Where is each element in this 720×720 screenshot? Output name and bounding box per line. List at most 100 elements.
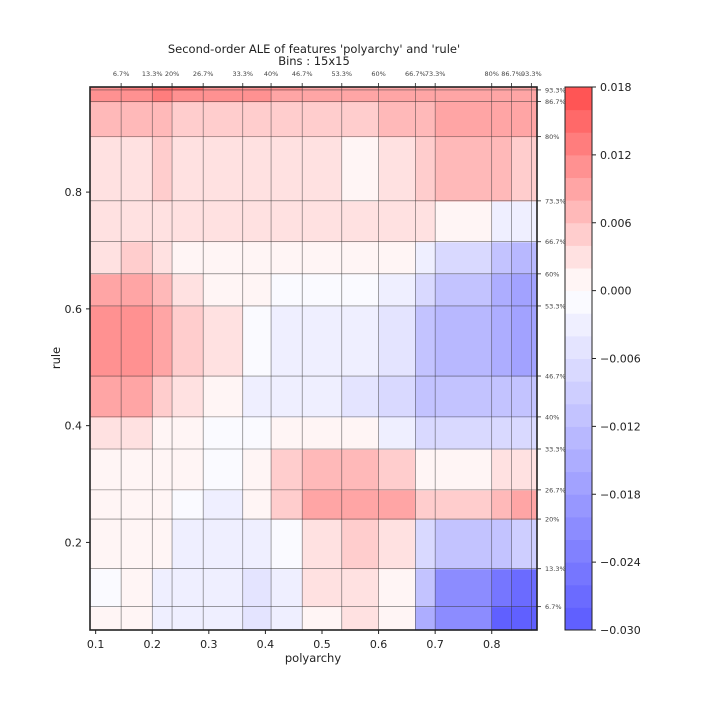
- heatmap-cell: [415, 241, 436, 275]
- heatmap-cell: [415, 87, 436, 91]
- heatmap-cell: [435, 416, 493, 450]
- heatmap-cell: [491, 87, 513, 91]
- colorbar-level: [565, 562, 592, 586]
- heatmap-cell: [435, 87, 493, 91]
- heatmap-cell: [152, 200, 173, 243]
- heatmap-cell: [203, 136, 244, 202]
- colorbar-level: [565, 607, 592, 631]
- x-tick-label: 0.7: [426, 638, 444, 651]
- colorbar-level: [565, 335, 592, 359]
- heatmap-cell: [203, 416, 244, 450]
- x-quantile-label: 26.7%: [193, 70, 214, 78]
- heatmap-cell: [415, 305, 436, 377]
- heatmap-cell: [341, 568, 380, 608]
- heatmap-cell: [271, 376, 303, 418]
- heatmap-cell: [511, 89, 532, 103]
- x-quantile-axis: 6.7% 13.3% 20% 26.7% 33.3% 40% 46.7% 53.3% 60% 66…: [113, 70, 542, 87]
- heatmap-cell: [511, 416, 532, 450]
- heatmap-cell: [531, 241, 538, 275]
- x-quantile-label: 46.7%: [292, 70, 313, 78]
- heatmap-cell: [415, 606, 436, 631]
- colorbar-level: [565, 222, 592, 246]
- y-tick-label: 0.2: [65, 536, 83, 549]
- y-quantile-label: 93.3%: [545, 86, 566, 94]
- heatmap-cell: [271, 101, 303, 138]
- y-axis-label: rule: [49, 347, 63, 369]
- heatmap-cell: [90, 519, 122, 570]
- heatmap-cell: [271, 489, 303, 520]
- heatmap-cell: [203, 449, 244, 491]
- colorbar-level: [565, 177, 592, 201]
- heatmap-cell: [172, 568, 204, 608]
- heatmap-cell: [531, 489, 538, 520]
- x-tick-label: 0.1: [87, 638, 105, 651]
- y-axis: 0.2 0.4 0.6 0.8: [65, 186, 90, 549]
- heatmap-cell: [341, 200, 380, 243]
- heatmap-cell: [271, 416, 303, 450]
- y-quantile-label: 60%: [545, 270, 559, 278]
- heatmap-cell: [302, 87, 343, 91]
- heatmap-cell: [203, 200, 244, 243]
- heatmap-cell: [491, 241, 513, 275]
- x-quantile-label: 86.7%: [501, 70, 522, 78]
- heatmap-cell: [271, 89, 303, 103]
- heatmap-cell: [90, 489, 122, 520]
- x-quantile-label: 80%: [485, 70, 499, 78]
- heatmap-cell: [302, 489, 343, 520]
- y-quantile-label: 53.3%: [545, 302, 566, 310]
- heatmap-cell: [242, 136, 272, 202]
- heatmap-cell: [531, 416, 538, 450]
- heatmap-cell: [271, 87, 303, 91]
- heatmap-cell: [172, 376, 204, 418]
- heatmap-cell: [242, 489, 272, 520]
- heatmap-cell: [341, 519, 380, 570]
- heatmap-cell: [152, 305, 173, 377]
- heatmap-cell: [152, 376, 173, 418]
- heatmap-cell: [90, 200, 122, 243]
- colorbar-level: [565, 109, 592, 133]
- heatmap-cell: [341, 273, 380, 307]
- colorbar-tick-label: 0.018: [600, 81, 632, 94]
- y-quantile-label: 46.7%: [545, 373, 566, 381]
- heatmap-cell: [491, 416, 513, 450]
- x-quantile-label: 13.3%: [142, 70, 163, 78]
- heatmap-cell: [435, 568, 493, 608]
- heatmap-cell: [531, 200, 538, 243]
- heatmap-cell: [531, 449, 538, 491]
- heatmap-cell: [172, 519, 204, 570]
- heatmap-cell: [242, 449, 272, 491]
- y-quantile-label: 26.7%: [545, 486, 566, 494]
- heatmap-cell: [511, 136, 532, 202]
- heatmap-cell: [90, 606, 122, 631]
- heatmap-cell: [378, 89, 416, 103]
- heatmap-cell: [152, 273, 173, 307]
- heatmap-cell: [90, 87, 122, 91]
- heatmap-cell: [491, 376, 513, 418]
- colorbar-tick-label: −0.024: [600, 556, 641, 569]
- heatmap-cell: [531, 305, 538, 377]
- y-tick-label: 0.4: [65, 420, 83, 433]
- x-quantile-label: 40%: [264, 70, 278, 78]
- heatmap-cell: [152, 416, 173, 450]
- colorbar-level: [565, 290, 592, 314]
- heatmap-cell: [90, 305, 122, 377]
- heatmap-cell: [302, 241, 343, 275]
- heatmap-cell: [511, 606, 532, 631]
- heatmap-cell: [341, 241, 380, 275]
- heatmap-cell: [172, 89, 204, 103]
- heatmap-cell: [531, 519, 538, 570]
- heatmap-cell: [121, 449, 153, 491]
- heatmap-cell: [152, 449, 173, 491]
- chart-title: Second-order ALE of features 'polyarchy'…: [168, 42, 460, 56]
- heatmap-cell: [435, 449, 493, 491]
- heatmap-cell: [152, 87, 173, 91]
- heatmap-cell: [152, 241, 173, 275]
- heatmap-cell: [341, 136, 380, 202]
- heatmap-cell: [121, 87, 153, 91]
- heatmap-cell: [121, 241, 153, 275]
- heatmap-cell: [172, 200, 204, 243]
- heatmap-cell: [203, 273, 244, 307]
- heatmap-cell: [415, 89, 436, 103]
- colorbar-level: [565, 403, 592, 427]
- heatmap-cell: [121, 101, 153, 138]
